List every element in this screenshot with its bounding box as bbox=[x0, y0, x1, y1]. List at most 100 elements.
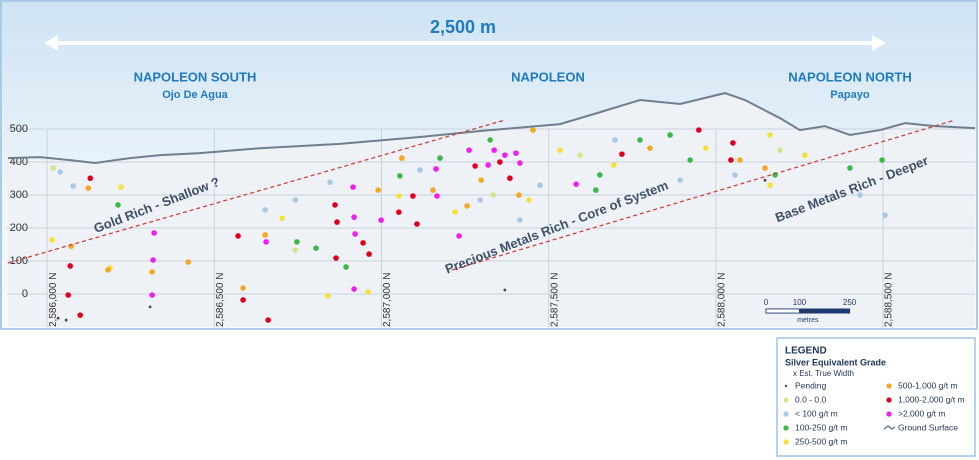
scale-bar-label: 100 bbox=[793, 298, 807, 307]
scale-bar-segment bbox=[765, 308, 800, 314]
drill-intercept bbox=[396, 193, 402, 199]
drill-intercept bbox=[434, 193, 440, 199]
drill-intercept bbox=[262, 232, 268, 238]
drill-intercept bbox=[240, 297, 246, 303]
drill-intercept bbox=[332, 202, 338, 208]
drill-intercept bbox=[343, 264, 349, 270]
legend-swatch bbox=[783, 411, 789, 417]
drill-intercept bbox=[513, 150, 519, 156]
drill-intercept bbox=[351, 214, 357, 220]
drill-intercept bbox=[105, 267, 111, 273]
x-tick-label: 2,588,500 N bbox=[884, 273, 895, 328]
drill-intercept bbox=[325, 293, 331, 299]
legend-label: Pending bbox=[795, 380, 826, 390]
y-tick-label: 0 bbox=[22, 288, 28, 300]
drill-intercept bbox=[417, 167, 423, 173]
region-name: NAPOLEON bbox=[511, 69, 585, 84]
drill-intercept bbox=[611, 162, 617, 168]
legend-label: 100-250 g/t m bbox=[795, 422, 847, 432]
drill-intercept bbox=[485, 162, 491, 168]
y-tick-label: 300 bbox=[10, 189, 28, 201]
drill-intercept bbox=[56, 316, 60, 320]
drill-intercept bbox=[414, 221, 420, 227]
drill-intercept bbox=[767, 182, 773, 188]
drill-intercept bbox=[399, 155, 405, 161]
drill-intercept bbox=[593, 187, 599, 193]
zone-boundary bbox=[451, 119, 956, 271]
legend-swatch bbox=[883, 425, 896, 430]
drill-intercept bbox=[537, 182, 543, 188]
drill-intercept bbox=[235, 233, 241, 239]
x-tick-label: 2,588,000 N bbox=[717, 273, 728, 328]
drill-intercept bbox=[65, 292, 71, 298]
drill-intercept bbox=[149, 269, 155, 275]
drill-intercept bbox=[64, 318, 68, 322]
zone-boundary bbox=[7, 119, 506, 264]
drill-intercept bbox=[767, 132, 773, 138]
y-tick-label: 400 bbox=[10, 156, 28, 168]
drill-intercept bbox=[294, 239, 300, 245]
drill-intercept bbox=[396, 209, 402, 215]
drill-intercept bbox=[882, 212, 888, 218]
drill-intercept bbox=[397, 173, 403, 179]
legend-subtitle: Silver Equivalent Grade bbox=[785, 357, 886, 367]
drill-intercept bbox=[265, 317, 271, 323]
drill-intercept bbox=[517, 217, 523, 223]
drill-intercept bbox=[507, 175, 513, 182]
drill-intercept bbox=[149, 292, 155, 298]
drill-intercept bbox=[350, 184, 356, 190]
drill-intercept bbox=[637, 137, 643, 143]
legend-swatch bbox=[783, 439, 789, 445]
drill-intercept bbox=[879, 157, 885, 163]
legend-swatch bbox=[886, 411, 892, 417]
drill-intercept bbox=[365, 289, 371, 295]
drill-intercept bbox=[696, 127, 702, 133]
drill-intercept bbox=[619, 151, 625, 157]
legend-label: >2,000 g/t m bbox=[898, 408, 946, 418]
drill-intercept bbox=[530, 127, 536, 133]
span-label: 2,500 m bbox=[430, 17, 496, 37]
drill-intercept bbox=[378, 217, 384, 223]
x-tick-label: 2,586,000 N bbox=[48, 273, 59, 328]
y-tick-label: 100 bbox=[10, 255, 28, 267]
drill-intercept bbox=[677, 177, 683, 183]
legend-swatch bbox=[886, 383, 892, 389]
drill-intercept bbox=[352, 231, 358, 237]
legend-label: 1,000-2,000 g/t m bbox=[898, 394, 965, 404]
drill-intercept bbox=[148, 305, 152, 309]
legend-swatch bbox=[784, 384, 788, 388]
drill-intercept bbox=[57, 169, 63, 175]
drill-intercept bbox=[85, 185, 92, 191]
drill-intercept bbox=[87, 175, 94, 182]
drill-intercept bbox=[577, 152, 583, 158]
region-name: NAPOLEON SOUTH bbox=[134, 69, 257, 84]
scale-bar: 0 100 250 metres bbox=[764, 298, 857, 324]
drill-intercept bbox=[478, 177, 484, 183]
drill-intercept bbox=[151, 230, 157, 236]
drill-intercept bbox=[732, 172, 738, 178]
legend-label: 500-1,000 g/t m bbox=[898, 380, 958, 390]
drill-intercept bbox=[452, 209, 458, 215]
drill-intercept bbox=[487, 137, 493, 143]
arrow-head bbox=[44, 35, 58, 51]
drill-intercept bbox=[517, 160, 523, 166]
drill-intercept bbox=[433, 166, 439, 172]
drill-intercept bbox=[647, 145, 653, 151]
legend-label: < 100 g/t m bbox=[795, 408, 838, 418]
drill-intercept bbox=[333, 255, 339, 261]
region-name: NAPOLEON NORTH bbox=[788, 69, 912, 84]
drill-intercept bbox=[730, 140, 736, 146]
legend-swatch bbox=[783, 397, 789, 403]
drill-intercept bbox=[410, 193, 416, 199]
drill-intercept bbox=[366, 251, 372, 257]
drill-intercept bbox=[687, 157, 693, 163]
drill-intercept bbox=[597, 172, 603, 178]
region-subtitle: Ojo De Agua bbox=[162, 89, 228, 101]
x-tick-label: 2,586,500 N bbox=[215, 273, 226, 328]
scale-bar-label: 0 bbox=[764, 298, 769, 307]
drill-intercept bbox=[77, 312, 84, 318]
drill-intercept bbox=[70, 183, 77, 189]
drill-intercept bbox=[847, 165, 853, 171]
arrow-head bbox=[872, 35, 886, 51]
